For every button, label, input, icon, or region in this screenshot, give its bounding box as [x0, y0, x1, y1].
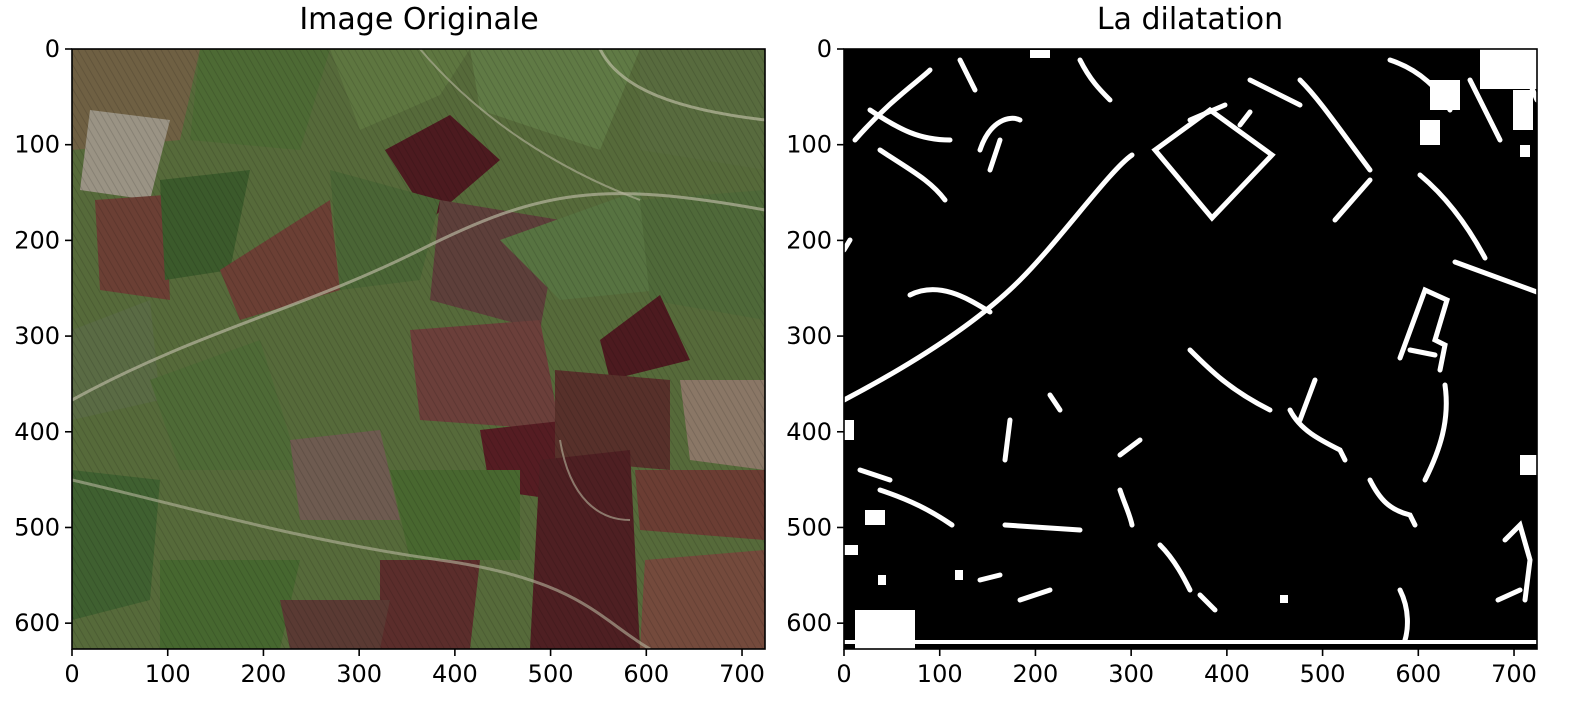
- right-x-tick-label: 0: [836, 660, 851, 688]
- right-tick-group: 0 100 200 300 400 500 600 700 0 100 200 300 400 500 60…: [786, 35, 1537, 688]
- left-y-tick-label: 200: [14, 226, 60, 254]
- left-y-tick-label: 0: [45, 35, 60, 63]
- left-y-tick-label: 100: [14, 131, 60, 159]
- left-y-tick-label: 500: [14, 513, 60, 541]
- left-x-tick-label: 400: [432, 660, 478, 688]
- left-subplot: Image Originale: [0, 0, 780, 717]
- right-x-tick-label: 600: [1395, 660, 1441, 688]
- left-axes-frame: [71, 48, 766, 650]
- right-x-tick-label: 300: [1108, 660, 1154, 688]
- right-x-tick-label: 500: [1300, 660, 1346, 688]
- left-x-tick-label: 500: [528, 660, 574, 688]
- right-y-tick-label: 0: [817, 35, 832, 63]
- right-x-tick-label: 100: [917, 660, 963, 688]
- right-y-tick-label: 500: [786, 513, 832, 541]
- left-tick-group: 0 100 200 300 400 500 600 700 0 100 200 300 400 500 60…: [14, 35, 765, 688]
- right-x-tick-label: 400: [1204, 660, 1250, 688]
- left-y-tick-label: 400: [14, 418, 60, 446]
- satellite-image: [72, 49, 765, 649]
- left-subplot-title: Image Originale: [299, 2, 539, 37]
- left-y-tick-label: 300: [14, 322, 60, 350]
- right-y-tick-label: 300: [786, 322, 832, 350]
- left-x-tick-label: 600: [623, 660, 669, 688]
- dilation-image: [844, 49, 1537, 649]
- right-plot-svg: 0 100 200 300 400 500 600 700 0 100 200 300 400 500 60…: [786, 35, 1538, 688]
- right-axes-frame: [843, 48, 1538, 650]
- left-x-tick-label: 300: [336, 660, 382, 688]
- left-x-tick-label: 0: [64, 660, 79, 688]
- left-plot-svg: 0 100 200 300 400 500 600 700 0 100 200 300 400 500 60…: [14, 35, 766, 688]
- right-x-tick-label: 700: [1491, 660, 1537, 688]
- right-subplot-title: La dilatation: [1096, 2, 1284, 37]
- right-x-tick-label: 200: [1013, 660, 1059, 688]
- left-y-tick-label: 600: [14, 609, 60, 637]
- left-x-tick-label: 700: [719, 660, 765, 688]
- right-y-tick-label: 100: [786, 131, 832, 159]
- right-y-tick-label: 600: [786, 609, 832, 637]
- left-x-tick-label: 200: [241, 660, 287, 688]
- right-y-tick-label: 200: [786, 226, 832, 254]
- right-y-tick-label: 400: [786, 418, 832, 446]
- right-subplot: La dilatation: [780, 0, 1577, 717]
- left-x-tick-label: 100: [145, 660, 191, 688]
